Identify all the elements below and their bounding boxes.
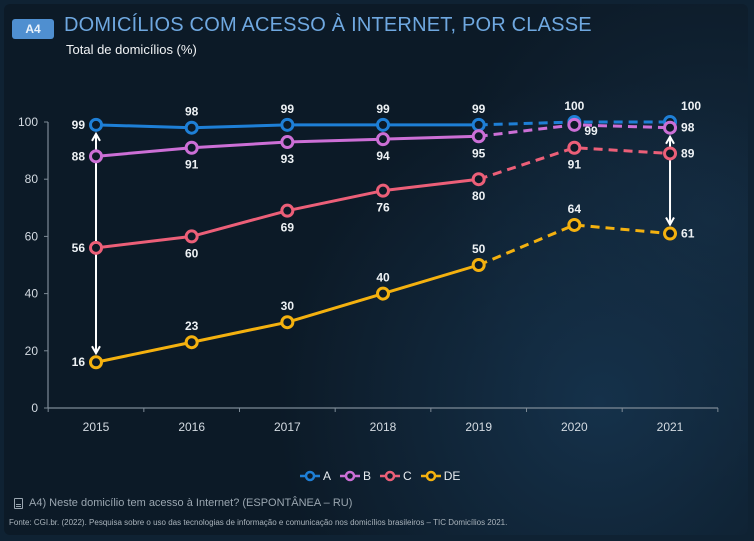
legend-label: A [323,469,332,483]
data-point-de [663,226,678,241]
data-point-b [89,149,103,164]
series-markers [89,115,678,370]
annotations [91,131,675,356]
data-label-c: 69 [281,221,295,235]
legend-swatch-b [340,470,361,482]
legend-item-de: DE [420,469,461,483]
source-text: Fonte: CGI.br. (2022). Pesquisa sobre o … [9,518,508,527]
data-label-c: 60 [185,246,199,260]
y-tick-label: 60 [25,229,39,243]
data-point-b [280,135,295,150]
x-tick-label: 2021 [657,420,684,434]
legend-item-b: B [340,469,371,483]
data-point-de [89,355,103,370]
legend-item-c: C [380,469,412,483]
x-tick-label: 2017 [274,420,301,434]
data-label-a: 100 [564,99,584,113]
x-tick-label: 2019 [465,420,492,434]
data-label-b: 99 [584,124,598,138]
figure-badge: A4 [12,19,54,39]
y-tick-label: 20 [25,344,39,358]
data-label-de: 61 [681,227,695,241]
question-text: A4) Neste domicílio tem acesso à Interne… [29,497,353,509]
data-point-de [376,286,391,301]
data-label-c: 56 [72,241,86,255]
data-point-c [184,229,199,244]
y-tick-label: 40 [25,287,39,301]
data-point-de [567,217,582,232]
data-label-b: 93 [281,152,295,166]
legend-label: DE [443,469,461,483]
legend-swatch-a [300,470,320,482]
data-point-de [184,335,199,350]
data-label-a: 99 [376,102,390,116]
data-label-de: 30 [281,299,295,313]
data-point-c [89,240,103,255]
legend-swatch-c [380,470,401,482]
legend-label: B [363,469,372,483]
series-line-de [95,263,480,364]
series-line-dashed-c [478,146,671,181]
data-label-b: 88 [72,149,86,163]
data-label-de: 16 [72,355,86,369]
data-label-b: 91 [185,158,199,172]
data-point-b [471,129,486,144]
legend-label: C [403,469,412,483]
data-label-a: 100 [681,99,701,113]
data-label-a: 99 [281,102,295,116]
chart-panel [4,4,748,535]
y-tick-label: 100 [18,115,38,129]
chart-subtitle: Total de domicílios (%) [66,42,197,57]
data-point-a [280,117,295,132]
data-label-b: 94 [376,149,390,163]
legend-swatch-de [420,470,441,482]
data-label-a: 98 [185,105,199,119]
data-point-c [471,172,486,187]
x-tick-label: 2020 [561,420,588,434]
data-point-c [663,146,678,161]
question-note: A4) Neste domicílio tem acesso à Interne… [14,497,352,509]
data-label-de: 40 [376,271,390,285]
data-point-b [663,120,678,135]
data-label-c: 89 [681,146,695,160]
data-point-a [89,117,103,132]
data-point-c [567,140,582,155]
legend-item-a: A [300,469,331,483]
data-point-a [184,120,199,135]
data-label-b: 98 [681,121,695,135]
data-point-b [567,117,582,132]
x-tick-label: 2018 [370,420,397,434]
data-point-de [471,258,486,272]
data-label-c: 91 [568,158,582,172]
data-point-a [471,117,486,132]
document-icon [14,497,23,509]
data-label-c: 76 [376,201,390,215]
data-label-de: 23 [185,319,199,333]
data-point-a [376,117,391,132]
legend: A B C DE [300,469,460,483]
chart-title: DOMICÍLIOS COM ACESSO À INTERNET, POR CL… [64,14,592,36]
data-label-a: 99 [472,102,486,116]
data-point-b [184,140,199,155]
data-label-b: 95 [472,146,486,160]
axes: 0 20 40 60 80 100 2015 2016 2017 2018 2019 2020 2021 [18,115,719,434]
y-tick-label: 0 [31,401,38,415]
y-tick-label: 80 [25,172,39,186]
x-tick-label: 2016 [178,420,205,434]
data-point-c [280,203,295,218]
data-label-c: 80 [472,189,486,203]
series-line-dashed-de [478,223,671,267]
data-label-de: 50 [472,242,486,256]
data-point-c [376,183,391,198]
data-label-a: 99 [72,118,86,132]
x-tick-label: 2015 [83,420,110,434]
data-point-de [280,315,295,330]
data-point-b [376,132,391,147]
data-label-de: 64 [568,202,582,216]
